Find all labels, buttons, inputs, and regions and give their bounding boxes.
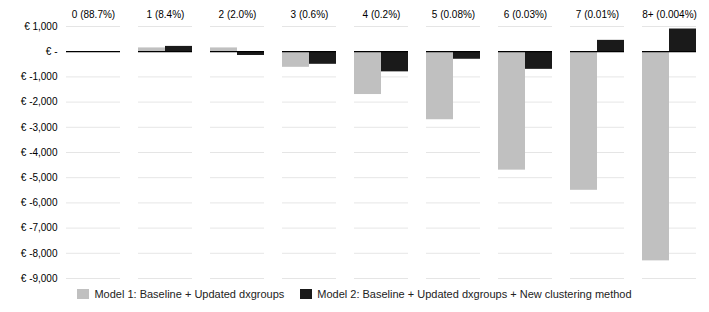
svg-text:€ -4,000: € -4,000 [21, 147, 58, 158]
svg-text:7 (0.01%): 7 (0.01%) [576, 9, 619, 20]
html-text:Model 1: Baseline + Updated dx: Model 1: Baseline + Updated dxgroups [94, 288, 285, 300]
svg-text:1 (8.4%): 1 (8.4%) [147, 9, 185, 20]
svg-text:5 (0.08%): 5 (0.08%) [432, 9, 475, 20]
svg-text:€ -6,000: € -6,000 [21, 197, 58, 208]
svg-text:€ -3,000: € -3,000 [21, 122, 58, 133]
html-text:Model 2: Baseline + Updated dx: Model 2: Baseline + Updated dxgroups + N… [317, 288, 632, 300]
svg-text:0 (88.7%): 0 (88.7%) [72, 9, 115, 20]
svg-text:€ 1,000: € 1,000 [24, 21, 58, 32]
svg-text:4 (0.2%): 4 (0.2%) [363, 9, 401, 20]
svg-text:8+ (0.004%): 8+ (0.004%) [642, 9, 697, 20]
svg-text:€ -2,000: € -2,000 [21, 96, 58, 107]
svg-text:€ -9,000: € -9,000 [21, 273, 58, 284]
svg-text:€ -: € - [46, 46, 58, 57]
svg-text:2 (2.0%): 2 (2.0%) [219, 9, 257, 20]
svg-text:€ -8,000: € -8,000 [21, 248, 58, 259]
svg-text:€ -1,000: € -1,000 [21, 71, 58, 82]
svg-text:6 (0.03%): 6 (0.03%) [504, 9, 547, 20]
svg-text:3 (0.6%): 3 (0.6%) [291, 9, 329, 20]
svg-text:€ -5,000: € -5,000 [21, 172, 58, 183]
svg-text:€ -7,000: € -7,000 [21, 222, 58, 233]
